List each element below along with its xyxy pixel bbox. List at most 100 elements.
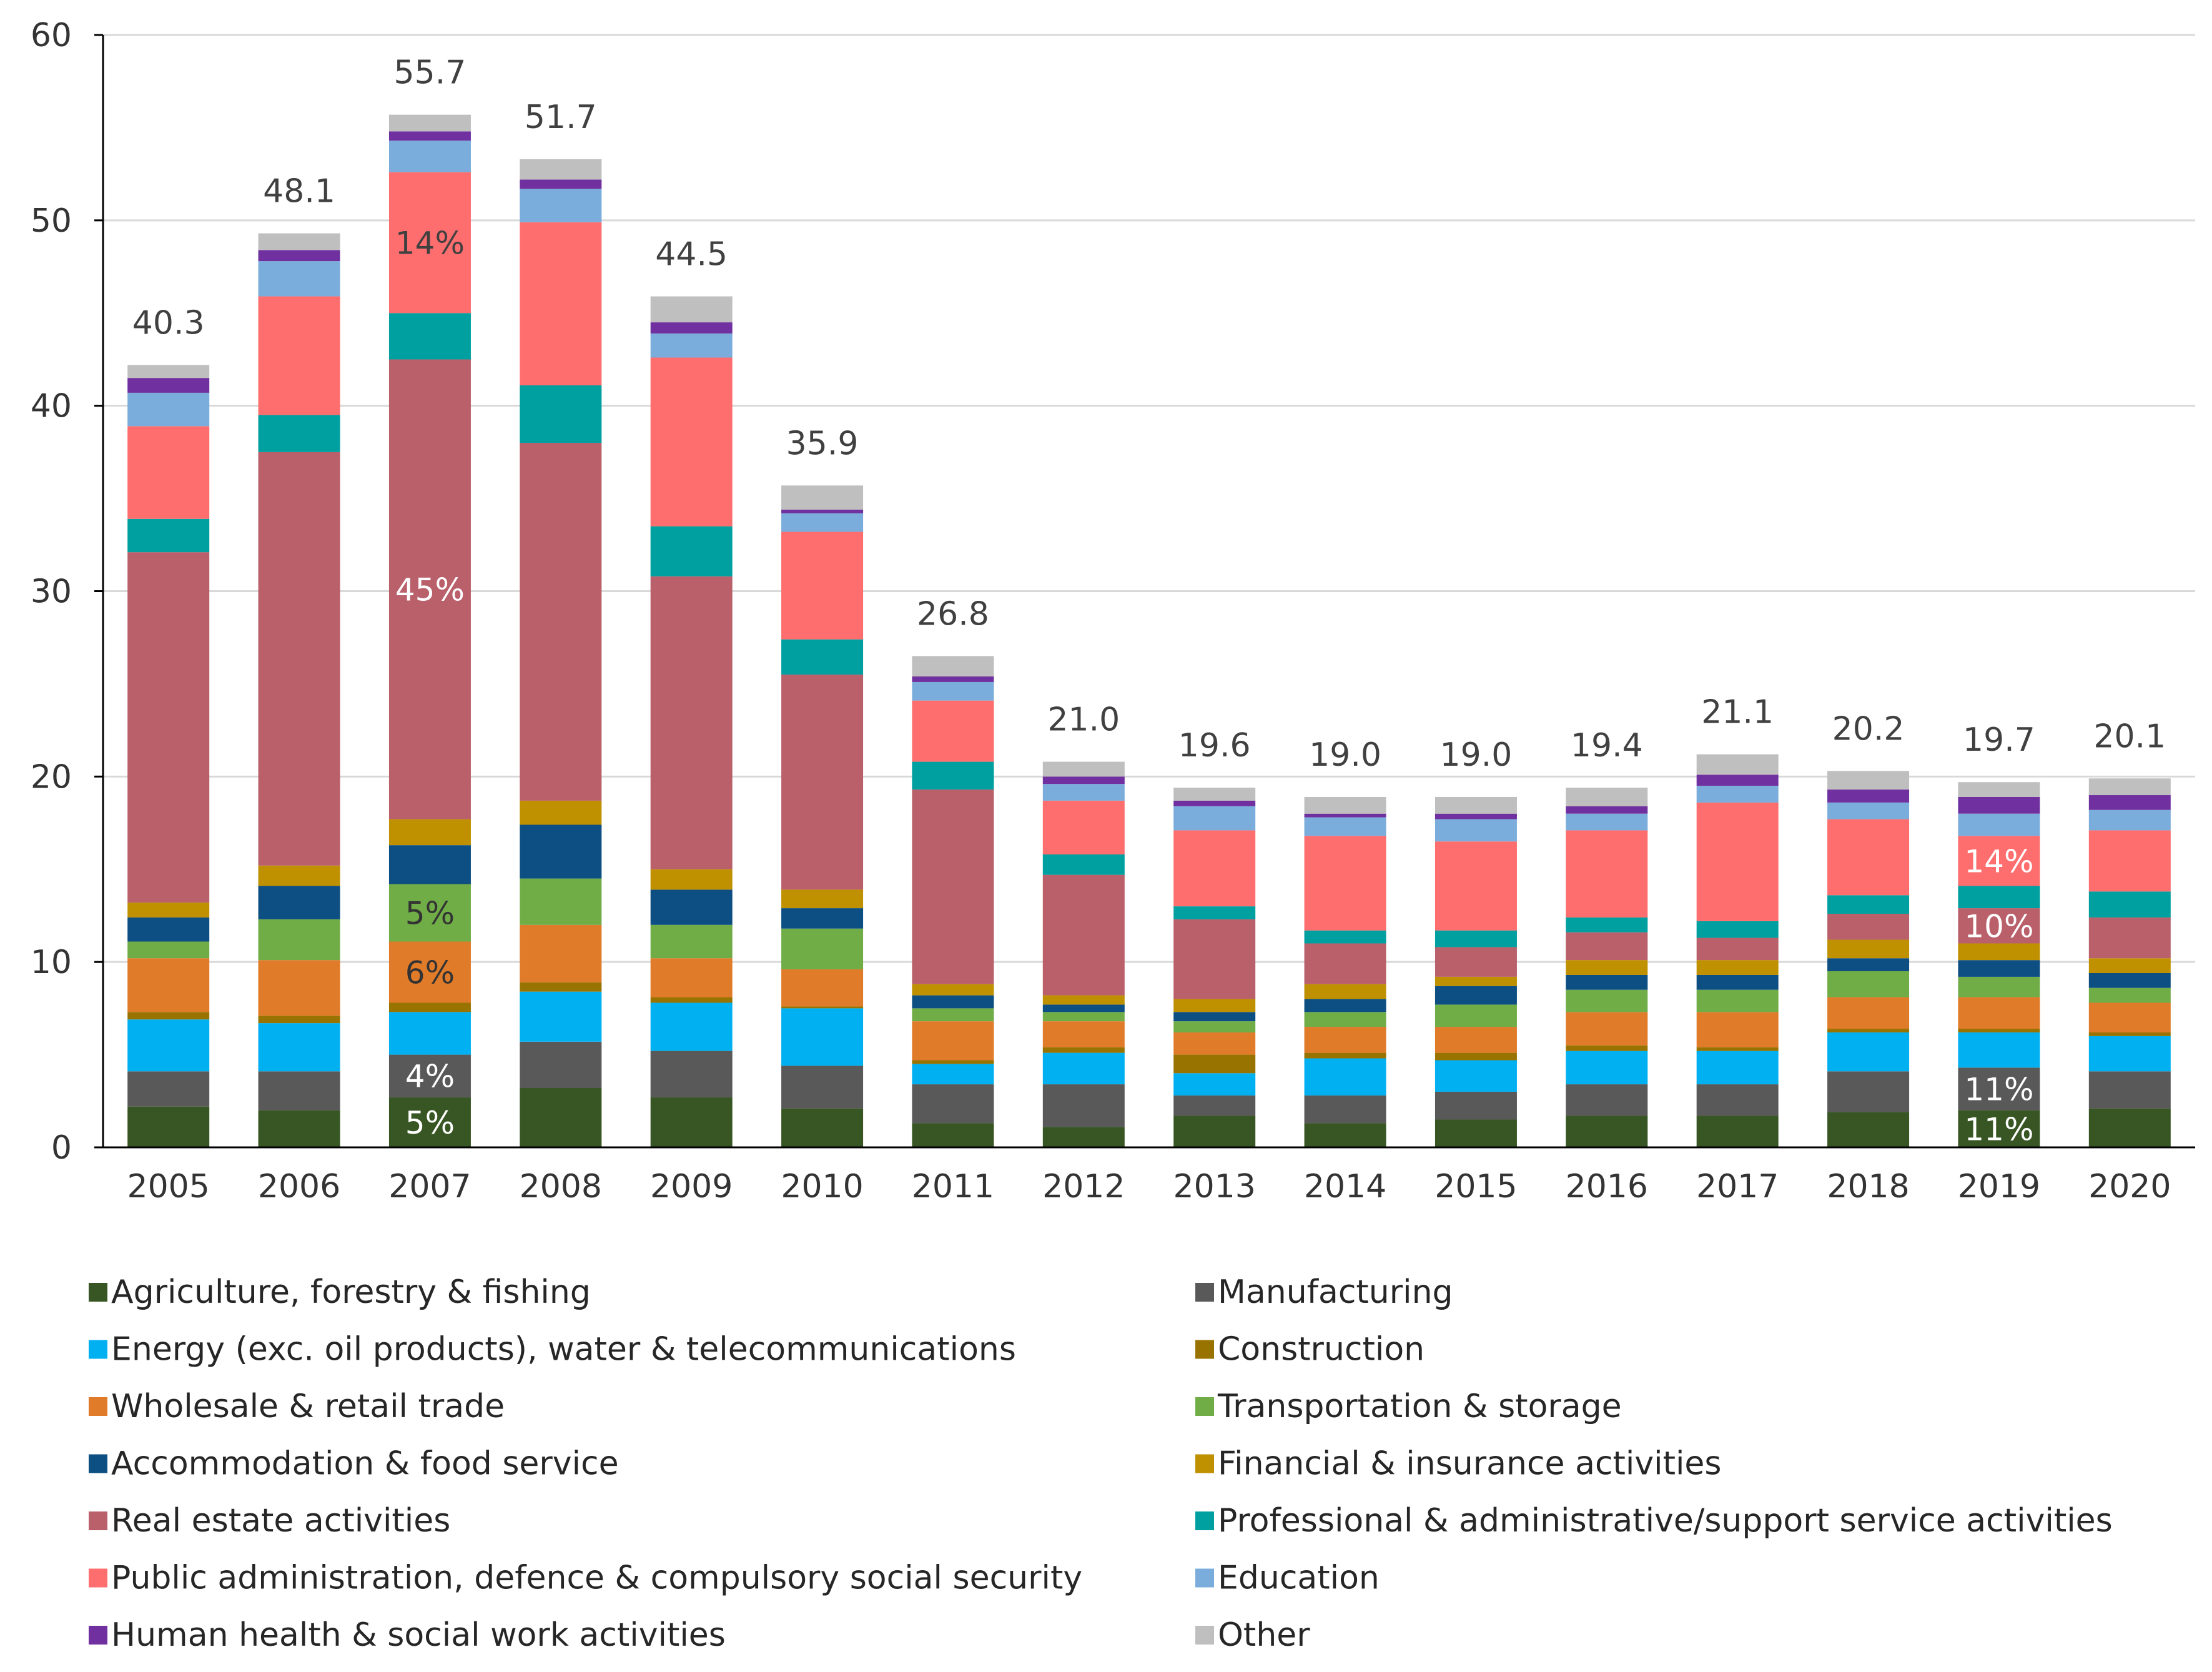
bar-segment	[127, 1106, 210, 1147]
total-label: 48.1	[263, 173, 335, 210]
legend-label: Real estate activities	[111, 1502, 450, 1540]
bar-segment	[781, 639, 864, 675]
bar-segment	[650, 958, 733, 997]
bar-segment	[912, 700, 994, 762]
data-label: 10%	[1964, 908, 2033, 944]
bar-segment	[1958, 943, 2040, 961]
bar-segment	[258, 296, 340, 415]
bar-segment	[520, 824, 602, 879]
legend: Agriculture, forestry & fishing Manufactu…	[89, 1274, 2113, 1654]
bar-segment	[258, 233, 340, 250]
bar-segment	[127, 941, 210, 959]
x-tick-label: 2008	[520, 1168, 602, 1205]
bar-segment	[127, 917, 210, 942]
bar-segment	[1827, 971, 1910, 997]
bar-segment	[781, 908, 864, 929]
bar-segment	[388, 141, 471, 172]
bar-segment	[1696, 774, 1779, 786]
legend-swatch	[1195, 1454, 1214, 1473]
legend-label: Transportation & storage	[1217, 1388, 1622, 1425]
bar-segment	[650, 889, 733, 925]
bar-segment	[650, 322, 733, 334]
x-tick-label: 2013	[1173, 1168, 1256, 1205]
bar-segment	[520, 1041, 602, 1089]
bar-segment	[127, 1019, 210, 1072]
bar-segment	[1566, 960, 1648, 975]
bar-segment	[1042, 1012, 1125, 1022]
bars	[127, 114, 2171, 1147]
bar-segment	[650, 1097, 733, 1147]
x-tick-label: 2005	[127, 1168, 210, 1205]
bar-segment	[388, 845, 471, 884]
bar-segment	[912, 1021, 994, 1061]
bar-segment	[1173, 999, 1256, 1012]
data-label: 5%	[405, 1105, 455, 1141]
labels: 40.3 48.1 55.7 51.7 44.5 35.9 26.8 21.0 19.6 19.0…	[132, 54, 2166, 1148]
bar-segment	[2088, 778, 2171, 796]
bar-segment	[388, 819, 471, 846]
bar-segment	[781, 1006, 864, 1009]
bar-segment	[781, 969, 864, 1007]
bar-segment	[2088, 1032, 2171, 1036]
bar-segment	[912, 984, 994, 996]
bar-segment	[912, 1060, 994, 1064]
bar-segment	[1173, 830, 1256, 907]
bar-segment	[1566, 1084, 1648, 1116]
bar-segment	[258, 1071, 340, 1111]
bar-segment	[1958, 1067, 2040, 1111]
bar-segment	[1566, 813, 1648, 831]
bar-segment	[1042, 1021, 1125, 1047]
bar-segment	[1696, 802, 1779, 921]
y-tick-label: 10	[31, 944, 72, 981]
legend-swatch	[1195, 1340, 1214, 1359]
bar-segment	[388, 884, 471, 942]
bar-segment	[650, 296, 733, 323]
bar-segment	[912, 656, 994, 677]
bar-segment	[1696, 1115, 1779, 1147]
bar-segment	[1566, 1051, 1648, 1085]
bar-segment	[1696, 786, 1779, 803]
bar-segment	[2088, 1108, 2171, 1147]
bar-segment	[2088, 972, 2171, 988]
bar-segment	[1434, 1052, 1517, 1061]
bar-segment	[388, 359, 471, 819]
bar-segment	[1173, 1032, 1256, 1055]
bar-segment	[1434, 813, 1517, 819]
legend-label: Construction	[1218, 1331, 1424, 1368]
legend-label: Manufacturing	[1218, 1274, 1453, 1311]
total-label: 19.7	[1963, 721, 2035, 759]
bar-segment	[1827, 802, 1910, 819]
bar-segment	[127, 1071, 210, 1107]
bar-segment	[1042, 874, 1125, 996]
bar-segment	[1958, 813, 2040, 836]
y-tick-label: 30	[31, 573, 72, 611]
bar-segment	[781, 928, 864, 970]
bar-segment	[258, 1110, 340, 1147]
bar-segment	[388, 941, 471, 1003]
legend-swatch	[89, 1283, 107, 1302]
bar-segment	[1566, 974, 1648, 990]
bar-segment	[1434, 1027, 1517, 1053]
bar-segment	[1827, 819, 1910, 896]
total-label: 40.3	[132, 304, 205, 342]
bar-segment	[127, 378, 210, 393]
legend-swatch	[1195, 1397, 1214, 1416]
bar-segment	[1042, 776, 1125, 784]
legend-swatch	[1195, 1283, 1214, 1302]
bar-segment	[650, 333, 733, 358]
legend-swatch	[89, 1397, 107, 1416]
total-label: 21.1	[1701, 694, 1774, 731]
bar-segment	[1958, 908, 2040, 944]
data-label: 4%	[405, 1059, 455, 1095]
x-tick-label: 2009	[650, 1168, 733, 1205]
data-label: 11%	[1964, 1111, 2033, 1147]
bar-segment	[258, 1016, 340, 1024]
bar-segment	[520, 991, 602, 1042]
bar-segment	[1434, 986, 1517, 1005]
bar-segment	[1173, 1115, 1256, 1147]
bar-segment	[650, 1002, 733, 1051]
bar-segment	[520, 189, 602, 222]
total-label: 55.7	[394, 54, 467, 92]
bar-segment	[127, 552, 210, 903]
